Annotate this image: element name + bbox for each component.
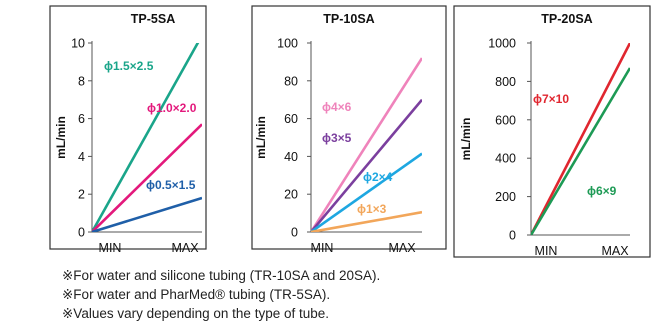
x-tick-label: MIN bbox=[311, 241, 334, 255]
chart-title: TP-5SA bbox=[131, 12, 175, 26]
x-tick-label: MIN bbox=[99, 241, 122, 255]
y-tick-label: 800 bbox=[495, 75, 516, 89]
x-tick-label: MIN bbox=[535, 244, 558, 258]
y-tick-label: 0 bbox=[509, 229, 516, 243]
footnote-pharmed: ※For water and PharMed® tubing (TR-5SA). bbox=[62, 287, 331, 302]
series-label: ϕ2×4 bbox=[363, 170, 393, 184]
series-label: ϕ1.0×2.0 bbox=[147, 101, 197, 115]
x-tick-label: MAX bbox=[601, 244, 629, 258]
y-tick-label: 20 bbox=[284, 188, 298, 202]
series-label: ϕ1×3 bbox=[357, 202, 387, 216]
charts-area: TP-5SA mL/min 0 2 4 6 8 10 MIN MAX ϕ1.5×2.5 ϕ1.0×2.… bbox=[49, 5, 651, 258]
y-tick-label: 8 bbox=[78, 74, 85, 88]
series-label: ϕ3×5 bbox=[322, 131, 352, 145]
chart-title: TP-10SA bbox=[323, 12, 374, 26]
y-axis-label: mL/min bbox=[459, 118, 473, 161]
y-tick-label: 200 bbox=[495, 190, 516, 204]
y-tick-label: 80 bbox=[284, 74, 298, 88]
series-line bbox=[531, 67, 630, 235]
series-line bbox=[311, 210, 422, 232]
series-line bbox=[92, 43, 200, 232]
y-tick-label: 60 bbox=[284, 112, 298, 126]
chart-frame bbox=[453, 5, 651, 258]
y-axis-label: mL/min bbox=[254, 116, 268, 159]
footnotes: ※For water and silicone tubing (TR-10SA … bbox=[62, 266, 380, 323]
y-axis-label: mL/min bbox=[54, 116, 68, 159]
y-tick-label: 600 bbox=[495, 113, 516, 127]
y-tick-label: 10 bbox=[71, 37, 85, 51]
series-line bbox=[311, 152, 422, 232]
series-line bbox=[92, 123, 202, 232]
series-label: ϕ4×6 bbox=[322, 100, 352, 114]
chart-frame bbox=[251, 5, 447, 250]
series-line bbox=[92, 196, 202, 232]
y-tick-label: 6 bbox=[78, 112, 85, 126]
y-tick-label: 2 bbox=[78, 188, 85, 202]
series-line bbox=[311, 98, 422, 232]
footnote-tube-type: ※Values vary depending on the type of tu… bbox=[62, 306, 329, 321]
series-label: ϕ7×10 bbox=[533, 92, 569, 106]
chart-frame bbox=[49, 5, 207, 250]
series-line bbox=[311, 57, 422, 232]
series-label: ϕ0.5×1.5 bbox=[146, 178, 196, 192]
series-label: ϕ6×9 bbox=[587, 184, 617, 198]
chart-tp-20sa: TP-20SA mL/min 0 200 400 600 800 1000 MIN MAX ϕ7×1… bbox=[453, 5, 651, 258]
x-tick-label: MAX bbox=[388, 241, 416, 255]
x-tick-label: MAX bbox=[171, 241, 199, 255]
y-tick-label: 40 bbox=[284, 150, 298, 164]
y-tick-label: 100 bbox=[277, 37, 298, 51]
series-label: ϕ1.5×2.5 bbox=[104, 59, 154, 73]
y-tick-label: 1000 bbox=[488, 37, 516, 51]
y-tick-label: 0 bbox=[78, 226, 85, 240]
y-tick-label: 0 bbox=[291, 226, 298, 240]
y-tick-label: 400 bbox=[495, 152, 516, 166]
chart-tp-5sa: TP-5SA mL/min 0 2 4 6 8 10 MIN MAX ϕ1.5×2.5 ϕ1.0×2.… bbox=[49, 5, 207, 255]
series-line bbox=[531, 43, 630, 235]
chart-tp-10sa: TP-10SA mL/min 0 20 40 60 80 100 MIN MAX ϕ4×6 ϕ3×5 ϕ… bbox=[251, 5, 447, 255]
chart-title: TP-20SA bbox=[541, 12, 592, 26]
y-tick-label: 4 bbox=[78, 150, 85, 164]
footnote-silicone: ※For water and silicone tubing (TR-10SA … bbox=[62, 268, 381, 283]
